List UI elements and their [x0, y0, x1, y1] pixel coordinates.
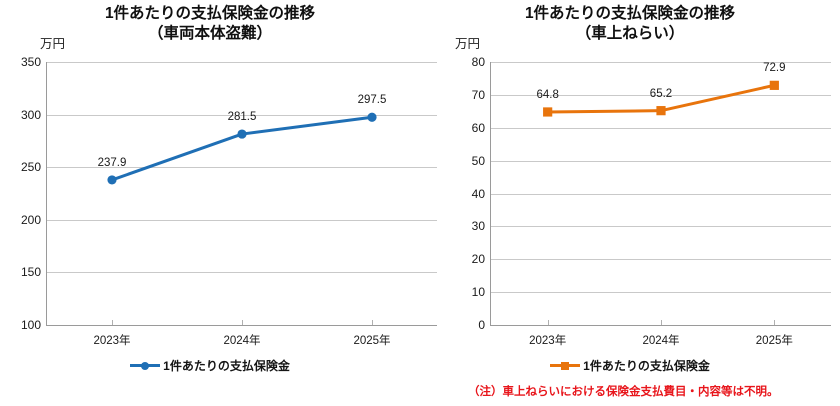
- legend-circle-icon: [141, 361, 150, 370]
- gridline: [491, 127, 831, 129]
- y-axis-tick-label: 250: [20, 160, 41, 175]
- x-axis-tick-label: 2024年: [642, 335, 680, 347]
- chart-title-left-line2: （車両本体盗難）: [147, 25, 272, 42]
- gridline: [491, 193, 831, 195]
- y-axis-tick-label: 100: [20, 318, 41, 332]
- legend-marker-right: [550, 360, 581, 372]
- x-axis-tick-label: 2025年: [353, 335, 391, 347]
- chart-panel-car-break-in: 1件あたりの支払保険金の推移 （車上ねらい） 万円 0 10 20 30 40 50 60 7…: [420, 0, 840, 406]
- legend-label-left: 1件あたりの支払保険金: [163, 359, 290, 373]
- y-axis-unit-left: 万円: [40, 37, 66, 51]
- chart-panel-vehicle-theft: 1件あたりの支払保険金の推移 （車両本体盗難） 万円 100 150 200 250 3…: [0, 4, 437, 374]
- data-point-marker: [656, 106, 666, 116]
- plot-area-right: 0 10 20 30 40 50 60 70 80 2023年 2024年 2025年 64.8 65.2…: [472, 55, 831, 347]
- x-axis-tick: [372, 320, 373, 325]
- gridline: [491, 160, 831, 162]
- y-axis-tick-label: 10: [471, 285, 485, 300]
- x-axis-tick: [547, 320, 549, 325]
- legend-label-right: 1件あたりの支払保険金: [583, 359, 710, 373]
- gridline: [47, 62, 437, 63]
- y-axis-tick-label: 70: [471, 87, 485, 102]
- y-axis-tick-label: 0: [478, 318, 485, 332]
- x-axis-tick-label: 2023年: [93, 335, 131, 347]
- data-point-marker: [107, 175, 117, 185]
- y-axis-tick-label: 80: [471, 55, 485, 69]
- gridline: [491, 292, 831, 294]
- chart-title-right: 1件あたりの支払保険金の推移 （車上ねらい）: [420, 4, 840, 44]
- data-point-label: 281.5: [227, 111, 257, 124]
- y-axis-tick-label: 30: [471, 219, 485, 234]
- data-point-label: 65.2: [649, 87, 673, 100]
- data-point-label: 72.9: [763, 62, 786, 75]
- y-axis-unit-right: 万円: [455, 37, 481, 51]
- gridline: [491, 62, 831, 63]
- y-axis-tick-label: 60: [471, 120, 485, 135]
- data-point-marker: [543, 107, 553, 117]
- chart-title-left-line1: 1件あたりの支払保険金の推移: [104, 5, 316, 22]
- y-axis-tick-label: 150: [20, 265, 41, 280]
- chart-title-right-line1: 1件あたりの支払保険金の推移: [524, 5, 736, 22]
- x-axis-tick: [242, 320, 243, 325]
- chart-note-right: （注）車上ねらいにおける保険金支払費目・内容等は不明。: [468, 386, 779, 398]
- data-point-marker: [237, 129, 247, 139]
- gridline: [491, 259, 831, 261]
- gridline: [47, 114, 437, 116]
- legend-square-icon: [561, 361, 570, 370]
- legend-marker-left: [130, 360, 161, 372]
- y-axis-tick-label: 40: [471, 186, 485, 201]
- data-point-label: 297.5: [357, 94, 387, 107]
- x-axis-tick: [774, 320, 776, 325]
- legend-left: 1件あたりの支払保険金: [0, 357, 420, 374]
- series-line: [107, 112, 377, 185]
- gridline: [491, 94, 831, 96]
- data-point-label: 64.8: [536, 88, 559, 101]
- data-point-marker: [769, 80, 779, 90]
- data-point-marker: [367, 112, 377, 122]
- y-axis-tick-label: 200: [20, 212, 41, 227]
- chart-title-right-line2: （車上ねらい）: [575, 25, 685, 42]
- y-axis-tick-label: 50: [471, 153, 485, 168]
- gridline: [491, 226, 831, 228]
- gridline: [47, 167, 437, 169]
- data-point-label: 237.9: [97, 156, 127, 169]
- y-axis-tick-label: 20: [471, 252, 485, 267]
- x-axis-tick: [112, 320, 113, 325]
- gridline: [47, 272, 437, 274]
- chart-title-left: 1件あたりの支払保険金の推移 （車両本体盗難）: [0, 4, 420, 44]
- plot-area-left: 100 150 200 250 300 350 2023年 2024年 2025年 237.9 28…: [21, 55, 437, 347]
- series-line: [543, 80, 779, 117]
- x-axis-tick-label: 2024年: [223, 335, 261, 347]
- y-axis-tick-label: 350: [20, 55, 41, 69]
- x-axis-tick-label: 2025年: [755, 335, 793, 347]
- y-axis-tick-label: 300: [20, 107, 41, 122]
- x-axis-tick-label: 2023年: [529, 335, 567, 347]
- x-axis-tick: [661, 320, 662, 325]
- gridline: [47, 219, 437, 221]
- legend-right: 1件あたりの支払保険金: [420, 357, 840, 374]
